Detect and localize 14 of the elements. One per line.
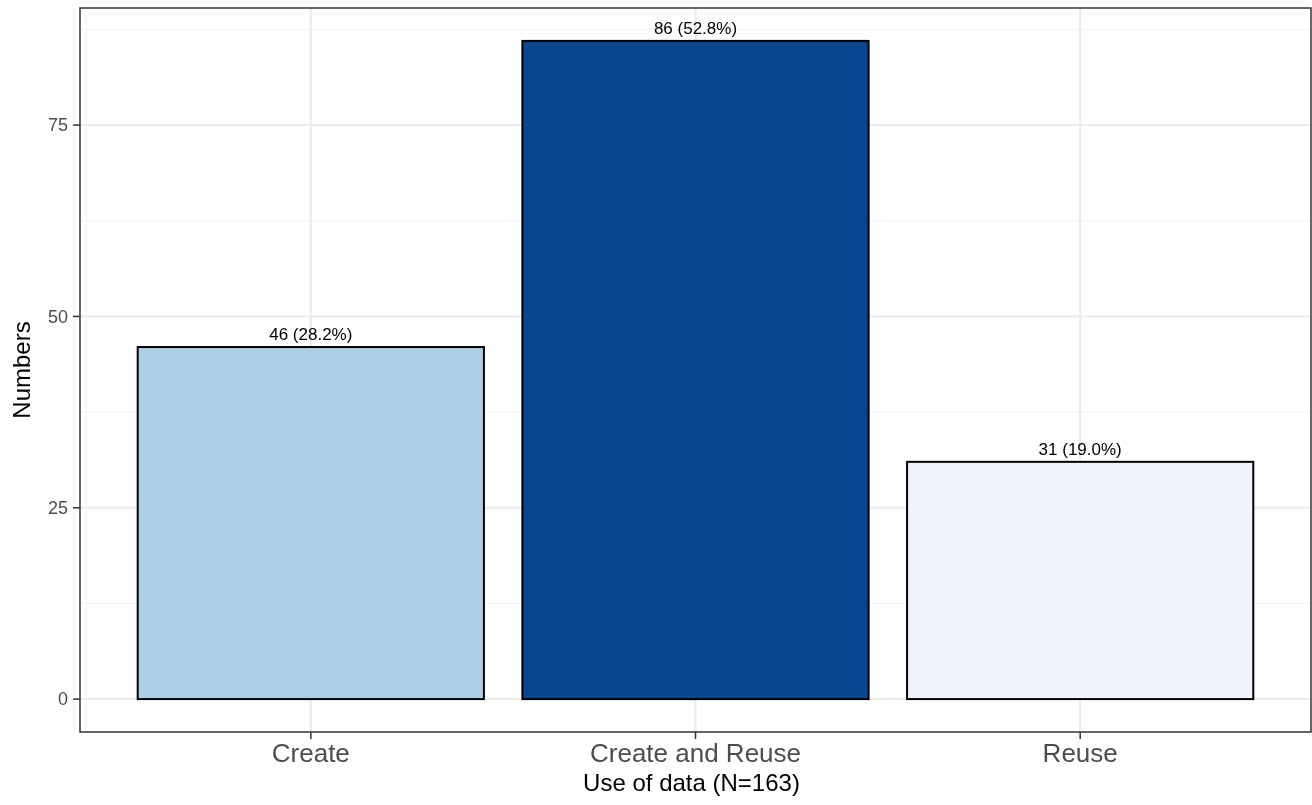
x-axis-title: Use of data (N=163) — [583, 769, 800, 796]
data-label: 86 (52.8%) — [653, 18, 738, 38]
x-tick-label: Reuse — [1042, 738, 1118, 768]
bar — [136, 346, 485, 701]
data-label: 31 (19.0%) — [1038, 439, 1122, 459]
y-tick-label: 0 — [57, 689, 68, 710]
bar — [521, 39, 870, 701]
y-tick-label: 75 — [47, 115, 68, 136]
y-tick-label: 50 — [47, 306, 68, 327]
x-tick-label: Create — [271, 738, 350, 768]
data-label: 46 (28.2%) — [269, 325, 353, 345]
y-tick-label: 25 — [47, 498, 68, 519]
y-axis-title: Numbers — [8, 321, 35, 419]
x-tick-label: Create and Reuse — [589, 738, 802, 768]
